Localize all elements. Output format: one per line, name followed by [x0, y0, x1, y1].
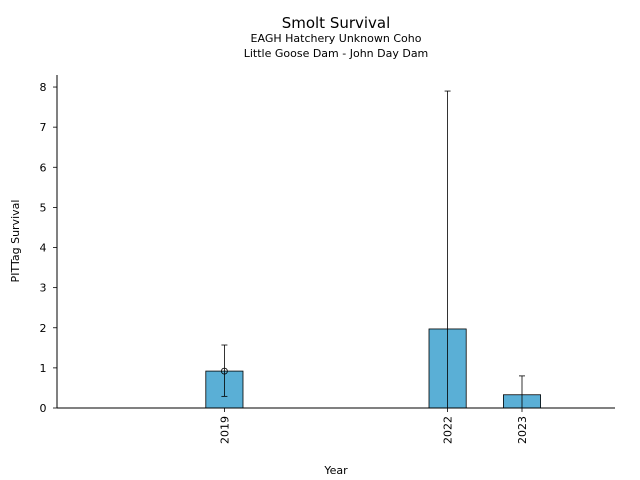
x-tick-label-2022: 2022 [442, 416, 455, 444]
y-axis-label: PITTag Survival [9, 200, 22, 283]
y-tick-label-0: 0 [40, 402, 47, 415]
y-tick-label-6: 6 [40, 161, 47, 174]
y-ticks-group: 0 1 2 3 4 5 6 7 8 [40, 81, 57, 415]
y-tick-label-3: 3 [40, 282, 47, 295]
x-axis-label: Year [323, 464, 348, 477]
y-tick-label-8: 8 [40, 81, 47, 94]
y-tick-label-5: 5 [40, 201, 47, 214]
y-tick-label-4: 4 [40, 242, 47, 255]
chart-subtitle-line-2: Little Goose Dam - John Day Dam [244, 47, 429, 60]
x-tick-label-2023: 2023 [516, 416, 529, 444]
chart-title: Smolt Survival [282, 14, 391, 32]
bars-group [205, 328, 541, 409]
y-tick-label-2: 2 [40, 322, 47, 335]
x-tick-label-2019: 2019 [218, 416, 231, 444]
chart-subtitle-line-1: EAGH Hatchery Unknown Coho [251, 32, 422, 45]
y-tick-label-1: 1 [40, 362, 47, 375]
x-ticks-group: 2019 2022 2023 [218, 408, 529, 444]
y-tick-label-7: 7 [40, 121, 47, 134]
point-marker-2019 [220, 367, 228, 375]
error-bars-group [220, 90, 525, 409]
